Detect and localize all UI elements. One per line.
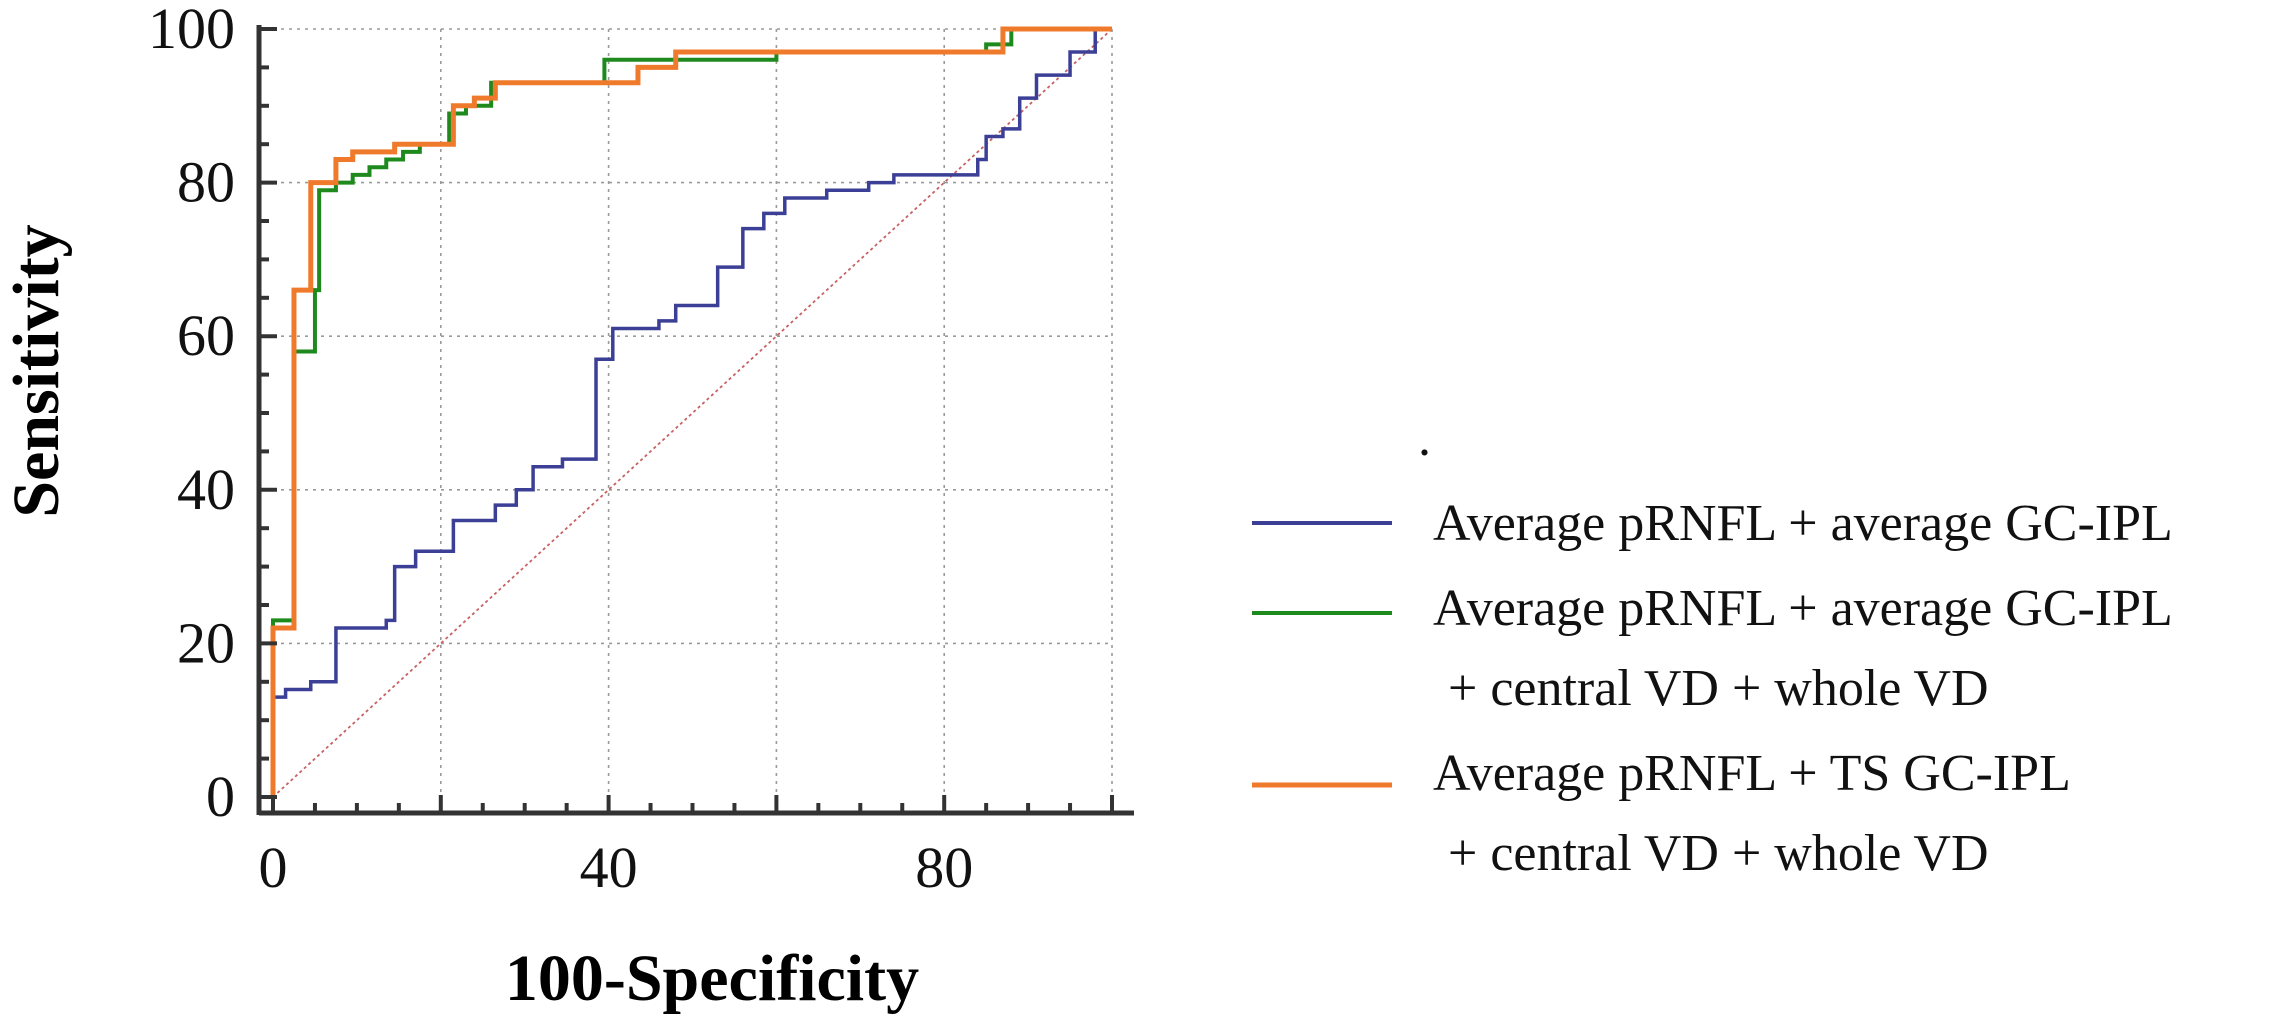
legend-label-3-cont: + central VD + whole VD [1448, 825, 1989, 882]
y-tick-label: 80 [177, 150, 235, 215]
legend-label-2: Average pRNFL + average GC-IPL [1433, 580, 2173, 637]
series-layer [270, 26, 1112, 797]
x-tick-label: 80 [915, 835, 973, 900]
y-tick-label: 20 [177, 610, 235, 675]
grid [273, 28, 1113, 797]
y-tick-label: 40 [177, 457, 235, 522]
y-axis-title: Sensitivity [0, 224, 73, 517]
y-tick-label: 100 [148, 0, 235, 61]
legend-dot: . [1418, 410, 1431, 467]
y-tick-label: 60 [177, 303, 235, 368]
x-tick-label: 40 [580, 835, 638, 900]
y-tick-label: 0 [206, 764, 235, 829]
legend-label-1: Average pRNFL + average GC-IPL [1433, 495, 2173, 552]
series-line-avg-prnfl-avg-gcipl-vd [271, 27, 1112, 797]
tick-labels: 0 20 40 60 80 100 0 40 80 [148, 0, 973, 900]
x-tick-label: 0 [259, 835, 288, 900]
series-line-avg-prnfl-ts-gcipl-vd [270, 26, 1112, 797]
axes [256, 25, 1134, 816]
series-line-avg-prnfl-avg-gcipl [271, 27, 1112, 797]
legend-label-2-cont: + central VD + whole VD [1448, 660, 1989, 717]
legend: . Average pRNFL + average GC-IPL Average… [1252, 410, 2173, 882]
legend-label-3: Average pRNFL + TS GC-IPL [1433, 745, 2071, 802]
x-axis-title: 100-Specificity [505, 942, 919, 1015]
